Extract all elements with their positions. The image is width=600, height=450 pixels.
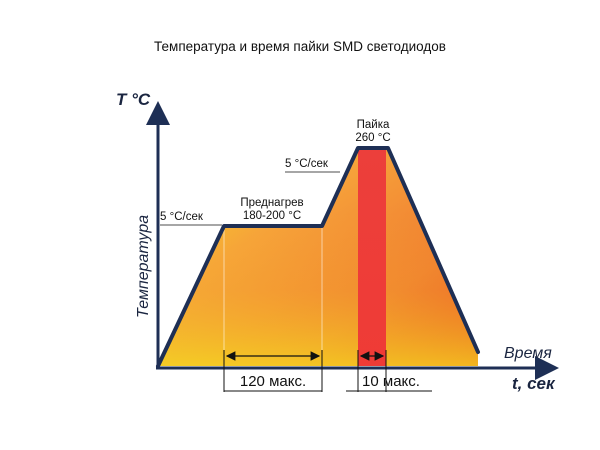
preheat-duration-label: 120 макс. xyxy=(240,373,306,390)
profile-outline xyxy=(156,146,480,368)
peak-temp-label: 260 °C xyxy=(355,132,390,144)
preheat-range-label: 180-200 °C xyxy=(243,210,301,222)
y-axis-label: T °C xyxy=(116,90,151,109)
peak-band xyxy=(358,148,386,366)
ramp-up-rate-label: 5 °C/сек xyxy=(160,211,204,223)
peak-duration-label: 10 макс. xyxy=(362,373,420,390)
peak-name-label: Пайка xyxy=(357,119,390,131)
diagram-title: Температура и время пайки SMD светодиодо… xyxy=(154,39,446,54)
x-axis-description: Время xyxy=(504,345,552,362)
ramp-to-peak-rate-label: 5 °C/сек xyxy=(285,158,329,170)
profile-area-glow xyxy=(158,148,478,366)
preheat-name-label: Преднагрев xyxy=(240,197,303,209)
y-axis-description: Температура xyxy=(135,215,152,318)
x-axis-label: t, сек xyxy=(512,374,556,393)
